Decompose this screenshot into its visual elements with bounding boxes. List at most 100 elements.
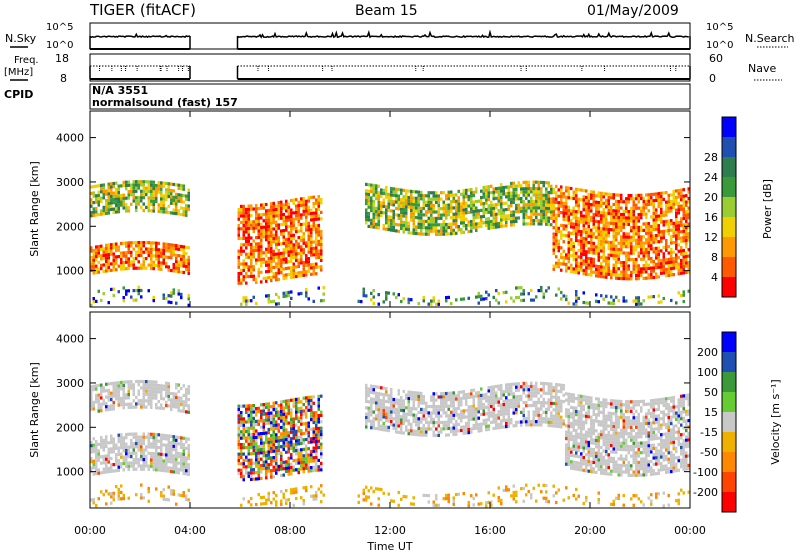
- echo-cell: [285, 405, 288, 410]
- echo-cell: [155, 190, 158, 194]
- echo-cell: [137, 180, 140, 184]
- echo-cell: [175, 441, 178, 446]
- echo-cell: [455, 199, 458, 203]
- echo-cell: [367, 224, 370, 228]
- echo-cell: [310, 395, 313, 399]
- echo-cell: [415, 407, 418, 411]
- echo-cell: [162, 242, 165, 246]
- echo-cell: [397, 200, 400, 205]
- echo-cell: [250, 465, 253, 469]
- echo-cell: [652, 250, 655, 254]
- echo-cell: [295, 198, 298, 202]
- echo-cell: [580, 239, 583, 243]
- echo-cell: [402, 399, 405, 403]
- echo-cell: [402, 188, 405, 192]
- echo-cell: [602, 275, 605, 279]
- echo-cell: [432, 226, 435, 230]
- echo-cell: [592, 225, 595, 229]
- echo-cell: [125, 380, 128, 384]
- echo-cell: [162, 184, 165, 188]
- echo-cell: [295, 230, 298, 234]
- echo-cell: [685, 254, 688, 259]
- echo-cell: [92, 437, 95, 441]
- echo-cell: [632, 219, 635, 223]
- echo-cell: [372, 199, 375, 204]
- echo-cell: [545, 206, 548, 210]
- echo-cell: [145, 266, 148, 270]
- echo-cell: [607, 199, 610, 203]
- echo-cell: [632, 245, 635, 249]
- echo-cell: [132, 383, 135, 387]
- echo-cell: [162, 406, 165, 411]
- echo-cell: [167, 434, 170, 438]
- echo-cell: [505, 195, 508, 199]
- echo-cell: [180, 409, 183, 413]
- echo-cell: [187, 297, 190, 301]
- echo-cell: [445, 216, 448, 220]
- echo-cell: [300, 261, 303, 265]
- echo-cell: [592, 222, 595, 226]
- echo-cell: [542, 216, 545, 220]
- echo-cell: [520, 184, 523, 188]
- echo-cell: [185, 472, 188, 476]
- echo-cell: [125, 209, 128, 213]
- echo-cell: [105, 263, 108, 267]
- echo-cell: [102, 253, 105, 257]
- echo-cell: [162, 397, 165, 401]
- echo-cell: [385, 221, 388, 225]
- echo-cell: [632, 232, 635, 236]
- echo-cell: [652, 227, 655, 232]
- echo-cell: [135, 189, 138, 193]
- echo-cell: [312, 446, 315, 450]
- echo-cell: [177, 199, 180, 203]
- echo-cell: [532, 298, 535, 302]
- echo-cell: [300, 441, 303, 445]
- echo-cell: [105, 189, 108, 193]
- echo-cell: [270, 437, 273, 441]
- echo-cell: [487, 223, 490, 227]
- echo-cell: [307, 440, 310, 444]
- echo-cell: [310, 466, 313, 470]
- echo-cell: [135, 405, 138, 409]
- echo-cell: [402, 195, 405, 199]
- echo-cell: [372, 206, 375, 210]
- echo-cell: [445, 197, 448, 201]
- echo-cell: [315, 224, 318, 228]
- echo-cell: [257, 245, 260, 249]
- echo-cell: [565, 262, 568, 267]
- echo-cell: [242, 404, 245, 408]
- echo-cell: [305, 421, 308, 426]
- echo-cell: [490, 219, 493, 224]
- echo-cell: [420, 420, 423, 424]
- echo-cell: [452, 212, 455, 216]
- echo-cell: [95, 207, 98, 211]
- echo-cell: [245, 471, 248, 475]
- echo-cell: [677, 265, 680, 269]
- echo-cell: [680, 223, 683, 227]
- echo-cell: [425, 420, 428, 424]
- echo-cell: [605, 227, 608, 231]
- echo-cell: [652, 266, 655, 270]
- echo-cell: [105, 259, 108, 263]
- echo-cell: [285, 463, 288, 467]
- echo-cell: [585, 266, 588, 270]
- echo-cell: [127, 396, 130, 400]
- echo-cell: [407, 199, 410, 203]
- echo-cell: [92, 384, 95, 388]
- echo-cell: [297, 397, 300, 401]
- echo-cell: [155, 393, 158, 397]
- echo-cell: [675, 211, 678, 215]
- echo-cell: [675, 266, 678, 270]
- echo-cell: [390, 400, 393, 404]
- echo-cell: [267, 463, 270, 467]
- echo-cell: [130, 432, 133, 436]
- echo-cell: [580, 265, 583, 269]
- echo-cell: [447, 295, 450, 299]
- echo-cell: [682, 232, 685, 237]
- echo-cell: [97, 468, 100, 472]
- echo-cell: [110, 407, 113, 411]
- echo-cell: [472, 206, 475, 210]
- echo-cell: [515, 210, 518, 214]
- echo-cell: [237, 411, 240, 415]
- echo-cell: [472, 194, 475, 198]
